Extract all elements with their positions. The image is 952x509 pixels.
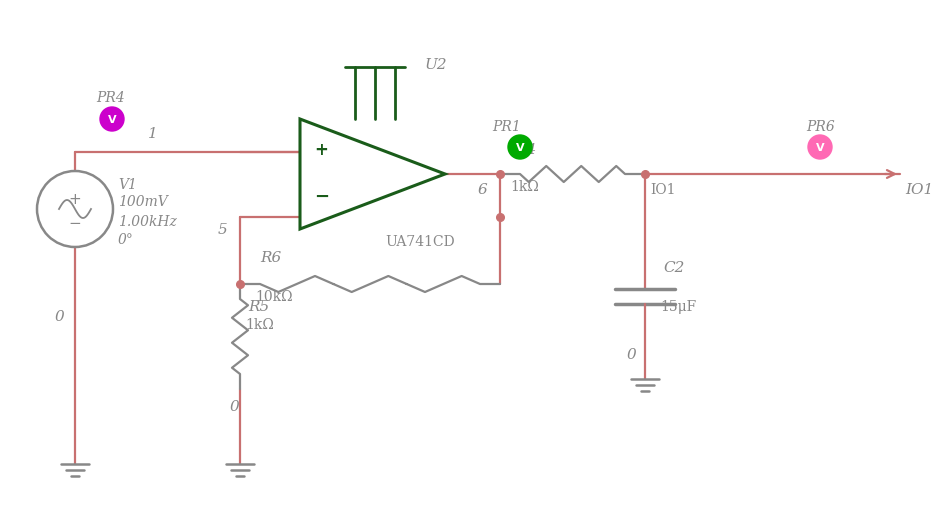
Text: 0: 0: [55, 309, 65, 323]
Text: 5: 5: [218, 222, 228, 237]
Text: R5: R5: [248, 299, 269, 314]
Text: 100mV: 100mV: [118, 194, 168, 209]
Text: 1.00kHz: 1.00kHz: [118, 215, 176, 229]
Text: 6: 6: [478, 183, 487, 196]
Text: UA741CD: UA741CD: [385, 235, 454, 248]
Text: 0°: 0°: [118, 233, 133, 246]
Text: 10kΩ: 10kΩ: [255, 290, 292, 303]
Text: PR1: PR1: [491, 120, 520, 134]
Text: U2: U2: [425, 58, 447, 72]
Text: +: +: [313, 140, 327, 159]
Text: V: V: [515, 143, 524, 153]
Text: −: −: [313, 188, 328, 206]
Text: C2: C2: [663, 261, 684, 274]
Text: 1kΩ: 1kΩ: [509, 180, 538, 193]
Text: V1: V1: [118, 178, 137, 191]
Text: V: V: [108, 115, 116, 125]
Circle shape: [100, 108, 124, 132]
Text: −: −: [69, 215, 81, 230]
Text: PR6: PR6: [805, 120, 834, 134]
Text: IO1: IO1: [904, 183, 932, 196]
Polygon shape: [300, 120, 445, 230]
Text: IO1: IO1: [649, 183, 675, 196]
Text: 1kΩ: 1kΩ: [245, 318, 273, 331]
Text: 0: 0: [229, 399, 240, 413]
Circle shape: [807, 136, 831, 160]
Text: V: V: [815, 143, 823, 153]
Text: 15μF: 15μF: [660, 299, 696, 314]
Text: PR4: PR4: [96, 91, 125, 105]
Circle shape: [507, 136, 531, 160]
Text: R6: R6: [260, 250, 281, 265]
Text: +: +: [69, 191, 81, 206]
Text: R4: R4: [514, 143, 536, 157]
Text: 1: 1: [148, 127, 158, 140]
Text: 0: 0: [626, 347, 636, 361]
